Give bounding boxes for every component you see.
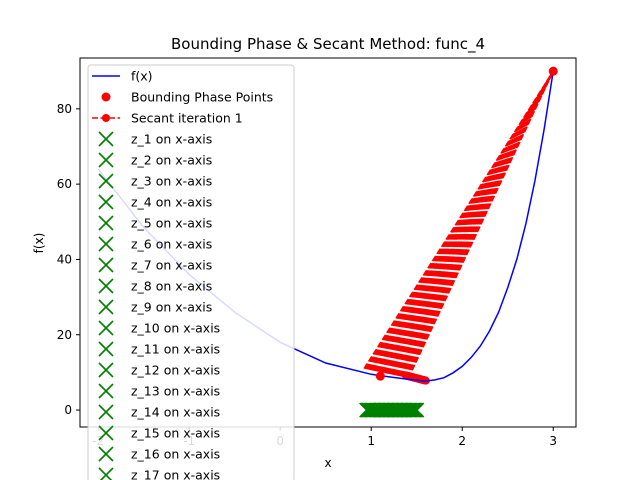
legend-label: z_5 on x-axis bbox=[131, 216, 212, 231]
legend-label: z_7 on x-axis bbox=[131, 258, 212, 273]
z-marker-b bbox=[405, 402, 421, 418]
legend-label: Bounding Phase Points bbox=[131, 90, 273, 105]
z-marker-b bbox=[409, 402, 425, 418]
legend-handle-z-b bbox=[98, 383, 114, 399]
x-axis-label: x bbox=[324, 456, 331, 470]
legend-handle-z-b bbox=[98, 236, 114, 252]
legend-handle-z-b bbox=[98, 173, 114, 189]
legend-handle-z-b bbox=[98, 299, 114, 315]
legend-label: z_3 on x-axis bbox=[131, 174, 212, 189]
legend-label: z_8 on x-axis bbox=[131, 279, 212, 294]
legend-label: z_11 on x-axis bbox=[131, 342, 220, 357]
z-marker-b bbox=[404, 402, 420, 418]
x-tick-label: 3 bbox=[549, 434, 557, 448]
legend-handle-z-b bbox=[98, 320, 114, 336]
z-marker-b bbox=[407, 402, 424, 418]
y-tick-label: 0 bbox=[64, 403, 72, 417]
legend-label: z_14 on x-axis bbox=[131, 405, 220, 420]
legend-handle-z-b bbox=[98, 278, 114, 294]
x-tick-label: 2 bbox=[458, 434, 466, 448]
y-tick-label: 40 bbox=[57, 252, 72, 266]
legend-handle-z-b bbox=[98, 257, 114, 273]
legend-label: z_17 on x-axis bbox=[131, 468, 220, 480]
legend-handle-bounding bbox=[101, 92, 111, 102]
y-tick-label: 60 bbox=[57, 177, 72, 191]
legend-label: z_15 on x-axis bbox=[131, 426, 220, 441]
legend: f(x) Bounding Phase Points Secant iteratio… bbox=[87, 64, 295, 480]
z-marker-b bbox=[406, 402, 422, 418]
z-marker-b bbox=[401, 402, 417, 418]
legend-label: f(x) bbox=[131, 69, 153, 84]
legend-handle-z-b bbox=[98, 341, 114, 357]
legend-handle-z-b bbox=[98, 362, 114, 378]
y-tick-label: 80 bbox=[57, 102, 72, 116]
z-marker-b bbox=[402, 402, 418, 418]
axes-frame bbox=[79, 57, 577, 428]
y-tick-label: 20 bbox=[57, 328, 72, 342]
legend-label: z_16 on x-axis bbox=[131, 447, 220, 462]
legend-label: z_13 on x-axis bbox=[131, 384, 220, 399]
legend-handle-z-b bbox=[98, 404, 114, 420]
legend-handle-z-b bbox=[98, 425, 114, 441]
y-axis-label: f(x) bbox=[32, 233, 46, 254]
legend-label: z_10 on x-axis bbox=[131, 321, 220, 336]
legend-handle-z-b bbox=[98, 446, 114, 462]
legend-handle-z-b bbox=[98, 152, 114, 168]
plot-content bbox=[97, 66, 558, 418]
legend-box bbox=[87, 64, 295, 480]
legend-handle-secant-dot bbox=[102, 114, 110, 122]
legend-handle-z-b bbox=[98, 131, 114, 147]
secant-line bbox=[407, 70, 554, 379]
legend-label: Secant iteration 1 bbox=[131, 111, 243, 126]
bounding-point bbox=[375, 371, 385, 381]
legend-label: z_9 on x-axis bbox=[131, 300, 212, 315]
legend-label: z_6 on x-axis bbox=[131, 237, 212, 252]
x-tick-label: 1 bbox=[367, 434, 375, 448]
legend-label: z_1 on x-axis bbox=[131, 132, 212, 147]
bounding-point bbox=[548, 66, 558, 76]
plot-area bbox=[97, 66, 558, 418]
legend-label: z_12 on x-axis bbox=[131, 363, 220, 378]
chart-title: Bounding Phase & Secant Method: func_4 bbox=[171, 35, 485, 54]
legend-handle-z-b bbox=[98, 215, 114, 231]
legend-label: z_2 on x-axis bbox=[131, 153, 212, 168]
legend-handle-z-b bbox=[98, 194, 114, 210]
legend-label: z_4 on x-axis bbox=[131, 195, 212, 210]
